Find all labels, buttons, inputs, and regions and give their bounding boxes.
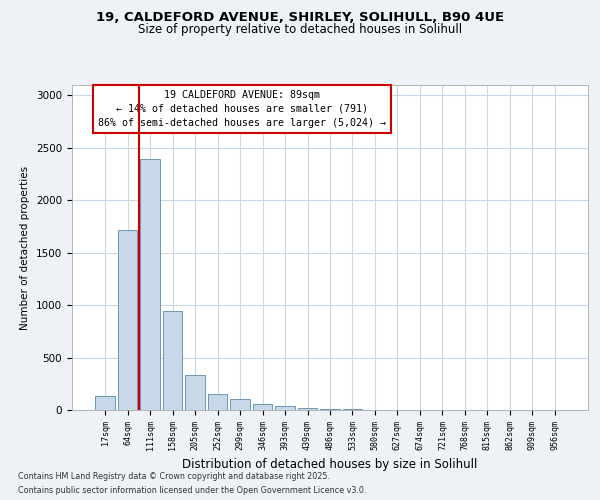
Text: Contains HM Land Registry data © Crown copyright and database right 2025.: Contains HM Land Registry data © Crown c… (18, 472, 330, 481)
Text: 19 CALDEFORD AVENUE: 89sqm
← 14% of detached houses are smaller (791)
86% of sem: 19 CALDEFORD AVENUE: 89sqm ← 14% of deta… (98, 90, 386, 128)
Bar (253, 404, 272, 410)
Text: Size of property relative to detached houses in Solihull: Size of property relative to detached ho… (138, 22, 462, 36)
Bar (275, 406, 295, 410)
Bar (95, 396, 115, 410)
Bar (208, 394, 227, 410)
Text: Contains public sector information licensed under the Open Government Licence v3: Contains public sector information licen… (18, 486, 367, 495)
Bar (320, 409, 340, 410)
Bar (185, 376, 205, 410)
Bar (298, 408, 317, 410)
Bar (163, 312, 182, 410)
Bar (230, 399, 250, 410)
X-axis label: Distribution of detached houses by size in Solihull: Distribution of detached houses by size … (182, 458, 478, 471)
Bar (140, 160, 160, 410)
Text: 19, CALDEFORD AVENUE, SHIRLEY, SOLIHULL, B90 4UE: 19, CALDEFORD AVENUE, SHIRLEY, SOLIHULL,… (96, 11, 504, 24)
Y-axis label: Number of detached properties: Number of detached properties (20, 166, 31, 330)
Bar (118, 230, 137, 410)
